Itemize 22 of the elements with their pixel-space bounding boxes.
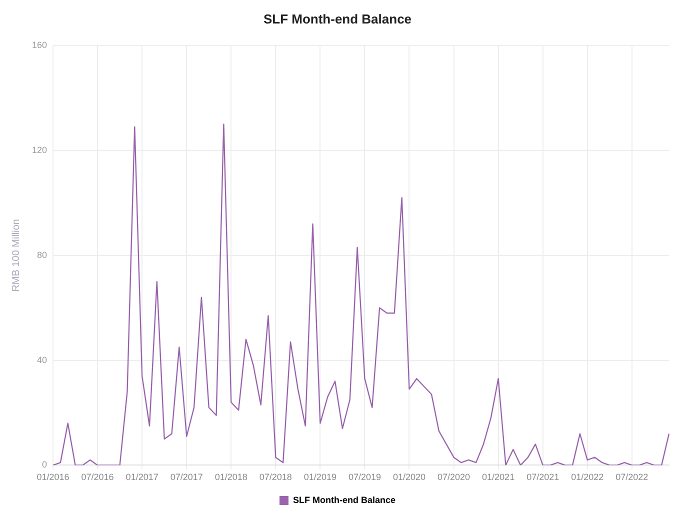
- legend-label: SLF Month-end Balance: [293, 494, 396, 505]
- x-tick-label: 01/2017: [126, 472, 158, 482]
- x-tick-label: 07/2016: [81, 472, 114, 482]
- x-tick-label: 01/2022: [571, 472, 604, 482]
- x-tick-label: 07/2018: [259, 472, 292, 482]
- x-tick-label: 01/2018: [214, 472, 248, 482]
- y-tick-label: 0: [42, 460, 48, 470]
- y-tick-label: 80: [37, 250, 48, 260]
- y-axis-title: RMB 100 Million: [10, 218, 22, 292]
- x-tick-label: 07/2020: [438, 472, 470, 482]
- x-tick-label: 01/2016: [36, 472, 70, 482]
- x-tick-label: 01/2019: [304, 472, 336, 482]
- x-tick-label: 07/2021: [526, 472, 560, 482]
- x-tick-label: 07/2017: [170, 472, 203, 482]
- x-tick-label: 01/2021: [482, 472, 515, 482]
- y-tick-label: 40: [37, 354, 48, 365]
- x-tick-label: 07/2019: [348, 472, 381, 482]
- y-tick-label: 120: [32, 144, 48, 155]
- x-tick-label: 07/2022: [616, 472, 648, 482]
- y-tick-label: 160: [32, 40, 48, 50]
- chart-title: SLF Month-end Balance: [263, 11, 412, 26]
- x-tick-label: 01/2020: [392, 472, 426, 482]
